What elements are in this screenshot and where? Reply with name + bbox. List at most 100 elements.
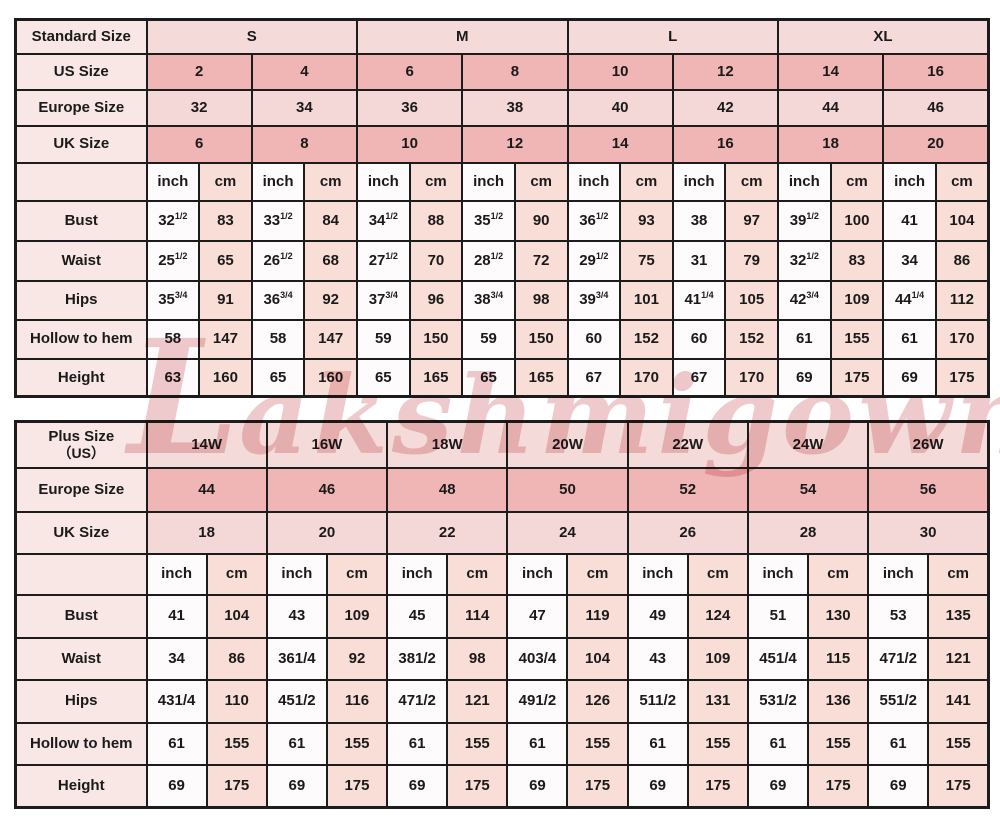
measure-value-cell: 43 <box>626 636 689 681</box>
unit-cm-cell: cm <box>446 552 509 596</box>
measure-value-cell: 150 <box>513 318 569 360</box>
measure-value-cell: 58 <box>250 318 306 360</box>
measure-value-cell: 152 <box>724 318 779 360</box>
plus-size-table: Plus Size （US） 14W 16W 18W 20W 22W 24W 26W Europe… <box>14 420 990 809</box>
unit-cm-cell: cm <box>619 161 674 202</box>
measure-value-cell: 155 <box>205 721 268 766</box>
measure-value-cell: 61 <box>746 721 810 766</box>
measure-value-cell: 86 <box>205 636 268 681</box>
measure-value-cell: 131 <box>686 678 749 724</box>
measure-value-cell: 110 <box>205 678 268 724</box>
size-group-cell: M <box>356 18 569 55</box>
unit-cm-cell: cm <box>807 552 870 596</box>
size-cell: 8 <box>461 52 569 91</box>
size-cell: 56 <box>867 466 990 513</box>
measure-value-cell: 363/4 <box>250 279 306 321</box>
measure-value-cell: 423/4 <box>777 279 832 321</box>
measure-value-cell: 160 <box>198 357 253 398</box>
measure-value-cell: 72 <box>513 239 569 282</box>
unit-inch-cell: inch <box>356 161 411 202</box>
unit-inch-cell: inch <box>145 552 208 596</box>
measure-value-cell: 155 <box>686 721 749 766</box>
size-cell: 36 <box>355 88 464 127</box>
measure-value-cell: 59 <box>356 318 411 360</box>
measure-value-cell: 43 <box>265 593 328 639</box>
unit-inch-cell: inch <box>671 161 727 202</box>
unit-inch-cell: inch <box>145 161 201 202</box>
unit-cm-cell: cm <box>198 161 253 202</box>
measure-value-cell: 341/2 <box>356 199 411 242</box>
size-cell: 18 <box>776 124 885 164</box>
measure-value-cell: 65 <box>356 357 411 398</box>
unit-inch-cell: inch <box>386 552 449 596</box>
measure-value-cell: 65 <box>250 357 306 398</box>
measure-value-cell: 531/2 <box>746 678 810 724</box>
measure-value-cell: 61 <box>777 318 832 360</box>
size-cell: 38 <box>461 88 569 127</box>
measure-value-cell: 121 <box>446 678 509 724</box>
measure-value-cell: 116 <box>325 678 389 724</box>
measure-value-cell: 75 <box>619 239 674 282</box>
size-row-label: Europe Size <box>14 466 148 513</box>
measure-value-cell: 61 <box>506 721 569 766</box>
size-cell: 14 <box>566 124 674 164</box>
measure-value-cell: 361/4 <box>265 636 328 681</box>
measure-value-cell: 175 <box>566 763 629 809</box>
size-group-cell: 26W <box>867 420 990 469</box>
measure-value-cell: 65 <box>461 357 516 398</box>
measure-value-cell: 291/2 <box>566 239 622 282</box>
measure-value-cell: 115 <box>807 636 870 681</box>
size-cell: 44 <box>776 88 885 127</box>
measure-label-cell: Hips <box>14 678 148 724</box>
size-cell: 26 <box>626 510 749 555</box>
size-group-cell: 16W <box>265 420 389 469</box>
measure-value-cell: 93 <box>619 199 674 242</box>
measure-value-cell: 68 <box>303 239 358 282</box>
measure-value-cell: 170 <box>619 357 674 398</box>
measure-value-cell: 67 <box>671 357 727 398</box>
size-cell: 40 <box>566 88 674 127</box>
measure-value-cell: 471/2 <box>867 636 930 681</box>
measure-value-cell: 41 <box>145 593 208 639</box>
unit-cm-cell: cm <box>325 552 389 596</box>
size-cell: 46 <box>882 88 990 127</box>
measure-value-cell: 61 <box>265 721 328 766</box>
size-cell: 6 <box>355 52 464 91</box>
size-group-cell: XL <box>777 18 990 55</box>
size-cell: 24 <box>506 510 629 555</box>
measure-label-cell: Bust <box>14 199 148 242</box>
measure-value-cell: 551/2 <box>867 678 930 724</box>
measure-value-cell: 261/2 <box>250 239 306 282</box>
measure-value-cell: 147 <box>303 318 358 360</box>
measure-value-cell: 175 <box>927 763 990 809</box>
measure-value-cell: 58 <box>145 318 201 360</box>
unit-cm-cell: cm <box>927 552 990 596</box>
measure-value-cell: 121 <box>927 636 990 681</box>
measure-value-cell: 175 <box>829 357 885 398</box>
unit-corner-cell <box>14 161 148 202</box>
measure-value-cell: 150 <box>408 318 464 360</box>
measure-value-cell: 61 <box>145 721 208 766</box>
size-cell: 34 <box>250 88 359 127</box>
corner-cell: Standard Size <box>14 18 148 55</box>
size-group-cell: L <box>566 18 779 55</box>
measure-value-cell: 451/4 <box>746 636 810 681</box>
measure-value-cell: 92 <box>325 636 389 681</box>
unit-inch-cell: inch <box>882 161 937 202</box>
measure-value-cell: 112 <box>934 279 990 321</box>
size-cell: 14 <box>776 52 885 91</box>
unit-cm-cell: cm <box>566 552 629 596</box>
measure-value-cell: 165 <box>408 357 464 398</box>
unit-cm-cell: cm <box>303 161 358 202</box>
measure-value-cell: 38 <box>671 199 727 242</box>
measure-value-cell: 155 <box>829 318 885 360</box>
measure-value-cell: 69 <box>626 763 689 809</box>
measure-value-cell: 91 <box>198 279 253 321</box>
measure-label-cell: Hips <box>14 279 148 321</box>
size-row-label: UK Size <box>14 124 148 164</box>
measure-value-cell: 65 <box>198 239 253 282</box>
measure-label-cell: Hollow to hem <box>14 318 148 360</box>
measure-label-cell: Bust <box>14 593 148 639</box>
measure-value-cell: 34 <box>882 239 937 282</box>
measure-value-cell: 69 <box>777 357 832 398</box>
